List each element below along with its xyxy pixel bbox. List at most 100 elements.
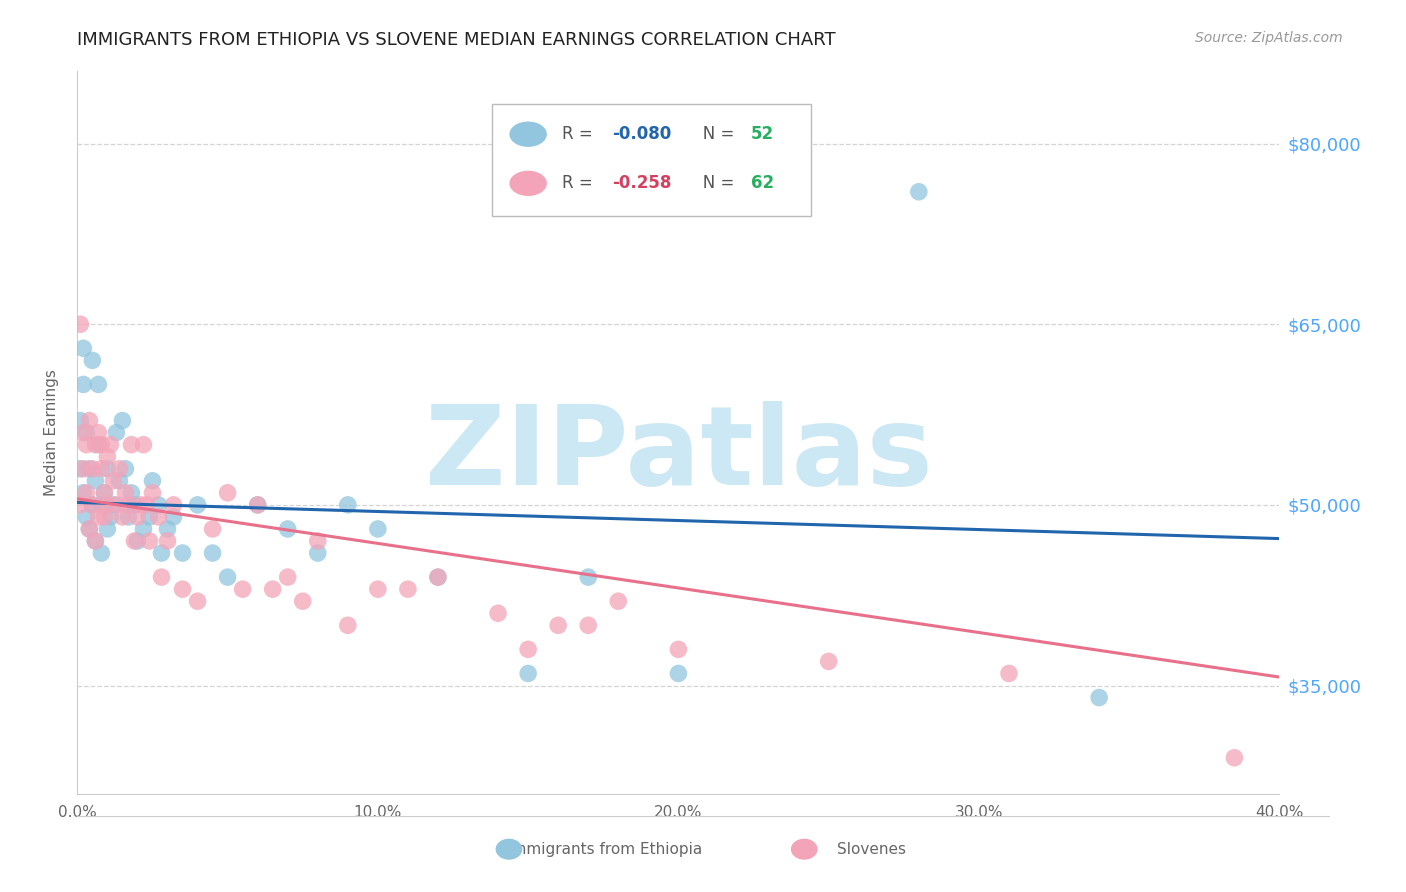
Point xyxy=(96,522,118,536)
Point xyxy=(69,498,91,512)
Text: 52: 52 xyxy=(751,125,773,144)
Point xyxy=(111,414,134,428)
Point xyxy=(84,533,107,548)
Point xyxy=(75,485,97,500)
Point xyxy=(72,425,94,440)
Point xyxy=(517,666,540,681)
Text: -0.080: -0.080 xyxy=(612,125,672,144)
Point xyxy=(87,437,110,451)
Point xyxy=(132,437,155,451)
Text: N =: N = xyxy=(686,125,740,144)
Point xyxy=(72,377,94,392)
Point xyxy=(79,522,101,536)
Point xyxy=(72,485,94,500)
Point xyxy=(129,498,152,512)
Point xyxy=(90,462,112,476)
Point xyxy=(148,498,170,512)
Point xyxy=(75,437,97,451)
Text: R =: R = xyxy=(562,174,598,193)
Point xyxy=(138,510,160,524)
Text: IMMIGRANTS FROM ETHIOPIA VS SLOVENE MEDIAN EARNINGS CORRELATION CHART: IMMIGRANTS FROM ETHIOPIA VS SLOVENE MEDI… xyxy=(77,31,837,49)
Point xyxy=(576,570,599,584)
Point xyxy=(150,546,173,560)
Point xyxy=(162,498,184,512)
Point xyxy=(82,353,104,368)
Point xyxy=(186,594,209,608)
Point xyxy=(127,533,149,548)
Point xyxy=(217,485,239,500)
Point xyxy=(96,462,118,476)
Point xyxy=(367,522,389,536)
Point xyxy=(307,533,329,548)
Point xyxy=(1088,690,1111,705)
Point xyxy=(141,474,163,488)
Point xyxy=(79,462,101,476)
Point xyxy=(547,618,569,632)
Point xyxy=(427,570,450,584)
Point xyxy=(246,498,269,512)
Point xyxy=(141,485,163,500)
Point xyxy=(277,522,299,536)
Point xyxy=(817,654,839,669)
Point xyxy=(668,666,690,681)
Point xyxy=(79,522,101,536)
Ellipse shape xyxy=(510,122,546,146)
Point xyxy=(307,546,329,560)
Point xyxy=(82,462,104,476)
Point xyxy=(486,607,509,621)
Point xyxy=(100,510,122,524)
Point xyxy=(186,498,209,512)
Point xyxy=(172,546,194,560)
Point xyxy=(135,498,157,512)
Point xyxy=(72,341,94,355)
Point xyxy=(132,522,155,536)
Point xyxy=(607,594,630,608)
Point xyxy=(150,570,173,584)
Text: Slovenes: Slovenes xyxy=(837,842,907,856)
Point xyxy=(69,414,91,428)
Point xyxy=(668,642,690,657)
Point xyxy=(998,666,1021,681)
Point xyxy=(517,642,540,657)
Point xyxy=(84,533,107,548)
Point xyxy=(156,533,179,548)
Point xyxy=(576,618,599,632)
Point xyxy=(172,582,194,596)
Point xyxy=(82,498,104,512)
Point xyxy=(87,510,110,524)
Point xyxy=(336,618,359,632)
Point xyxy=(201,546,224,560)
Point xyxy=(105,425,128,440)
Point xyxy=(87,425,110,440)
Point xyxy=(127,510,149,524)
Point xyxy=(1223,750,1246,764)
FancyBboxPatch shape xyxy=(492,103,811,216)
Point xyxy=(336,498,359,512)
Point xyxy=(69,462,91,476)
Text: -0.258: -0.258 xyxy=(612,174,672,193)
Text: 62: 62 xyxy=(751,174,773,193)
Point xyxy=(246,498,269,512)
Point xyxy=(156,522,179,536)
Point xyxy=(82,498,104,512)
Point xyxy=(103,474,125,488)
Point xyxy=(117,498,139,512)
Text: ZIPatlas: ZIPatlas xyxy=(425,401,932,508)
Point xyxy=(908,185,931,199)
Point xyxy=(84,474,107,488)
Text: Immigrants from Ethiopia: Immigrants from Ethiopia xyxy=(508,842,702,856)
Point xyxy=(277,570,299,584)
Point xyxy=(90,498,112,512)
Point xyxy=(114,462,136,476)
Point xyxy=(72,462,94,476)
Point xyxy=(93,485,115,500)
Point xyxy=(396,582,419,596)
Point xyxy=(120,437,142,451)
Point xyxy=(90,437,112,451)
Point xyxy=(93,510,115,524)
Y-axis label: Median Earnings: Median Earnings xyxy=(44,369,59,496)
Point xyxy=(138,533,160,548)
Point xyxy=(114,485,136,500)
Point xyxy=(75,425,97,440)
Point xyxy=(262,582,284,596)
